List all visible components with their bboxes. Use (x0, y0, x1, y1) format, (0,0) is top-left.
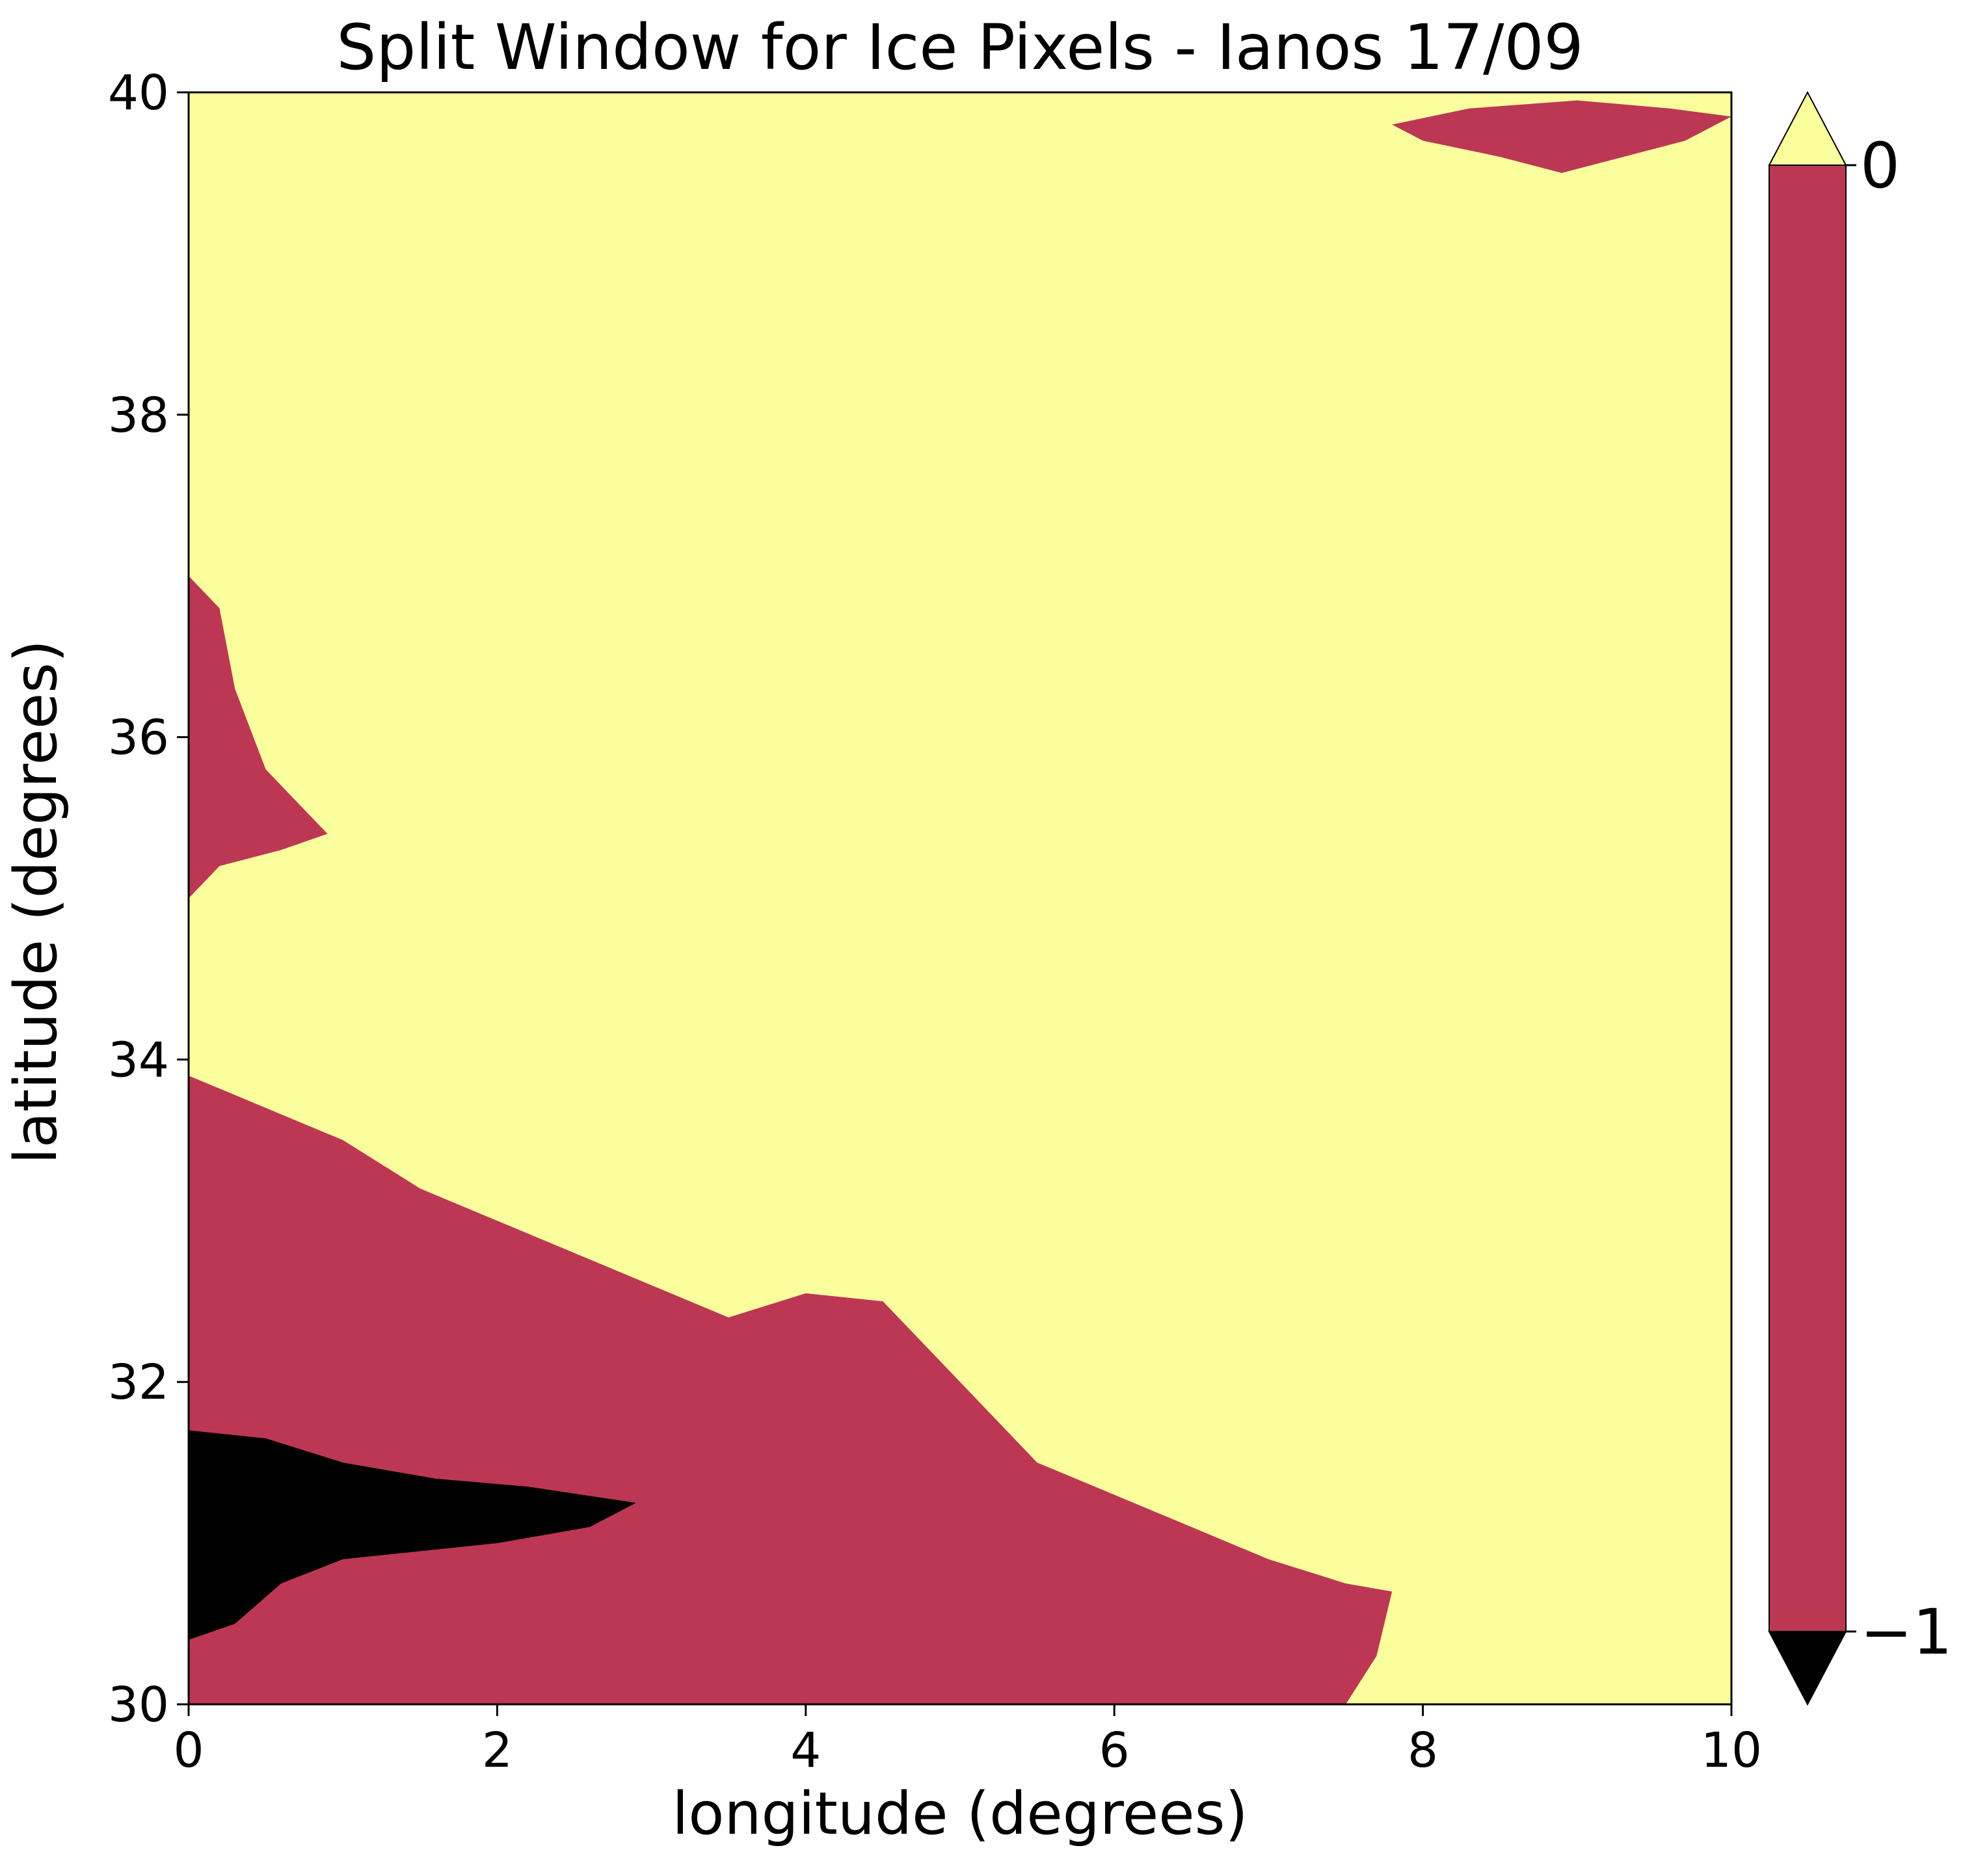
y-tick-label: 38 (108, 388, 169, 443)
plot-frame (187, 91, 1733, 1706)
ice-region-1 (189, 575, 328, 899)
ice-region-3 (189, 1430, 636, 1640)
colorbar-over-extend (1768, 90, 1847, 166)
x-tick-label: 4 (790, 1723, 821, 1778)
colorbar-body (1769, 165, 1847, 1632)
x-tick-label: 2 (482, 1723, 513, 1778)
y-tick-label: 36 (108, 710, 169, 766)
y-tick-label: 34 (108, 1032, 169, 1088)
y-tick-label: 40 (108, 65, 169, 121)
x-tick-label: 6 (1099, 1723, 1130, 1778)
x-tick-label: 0 (173, 1723, 204, 1778)
ice-region-0 (189, 1076, 1393, 1704)
x-axis-ticks: 0 2 4 6 8 10 (173, 1704, 1762, 1778)
chart-title: Split Window for Ice Pixels - Ianos 17/0… (336, 11, 1583, 84)
y-axis-label: latitude (degrees) (2, 640, 70, 1164)
y-axis-ticks: 30 32 34 36 38 40 (108, 65, 189, 1733)
x-tick-label: 10 (1701, 1723, 1762, 1778)
colorbar-tick-label: 0 (1860, 129, 1900, 202)
x-axis-label: longitude (degrees) (672, 1780, 1248, 1848)
y-tick-label: 30 (108, 1677, 169, 1733)
ice-region-2 (1392, 100, 1731, 173)
colorbar-under-extend (1768, 1631, 1847, 1706)
colorbar-tick-label: −1 (1860, 1596, 1953, 1669)
colorbar: 0 −1 (1768, 90, 1953, 1706)
ice-regions (189, 100, 1731, 1704)
x-tick-label: 8 (1408, 1723, 1438, 1778)
plot-area (187, 91, 1733, 1706)
y-tick-label: 32 (108, 1354, 169, 1410)
